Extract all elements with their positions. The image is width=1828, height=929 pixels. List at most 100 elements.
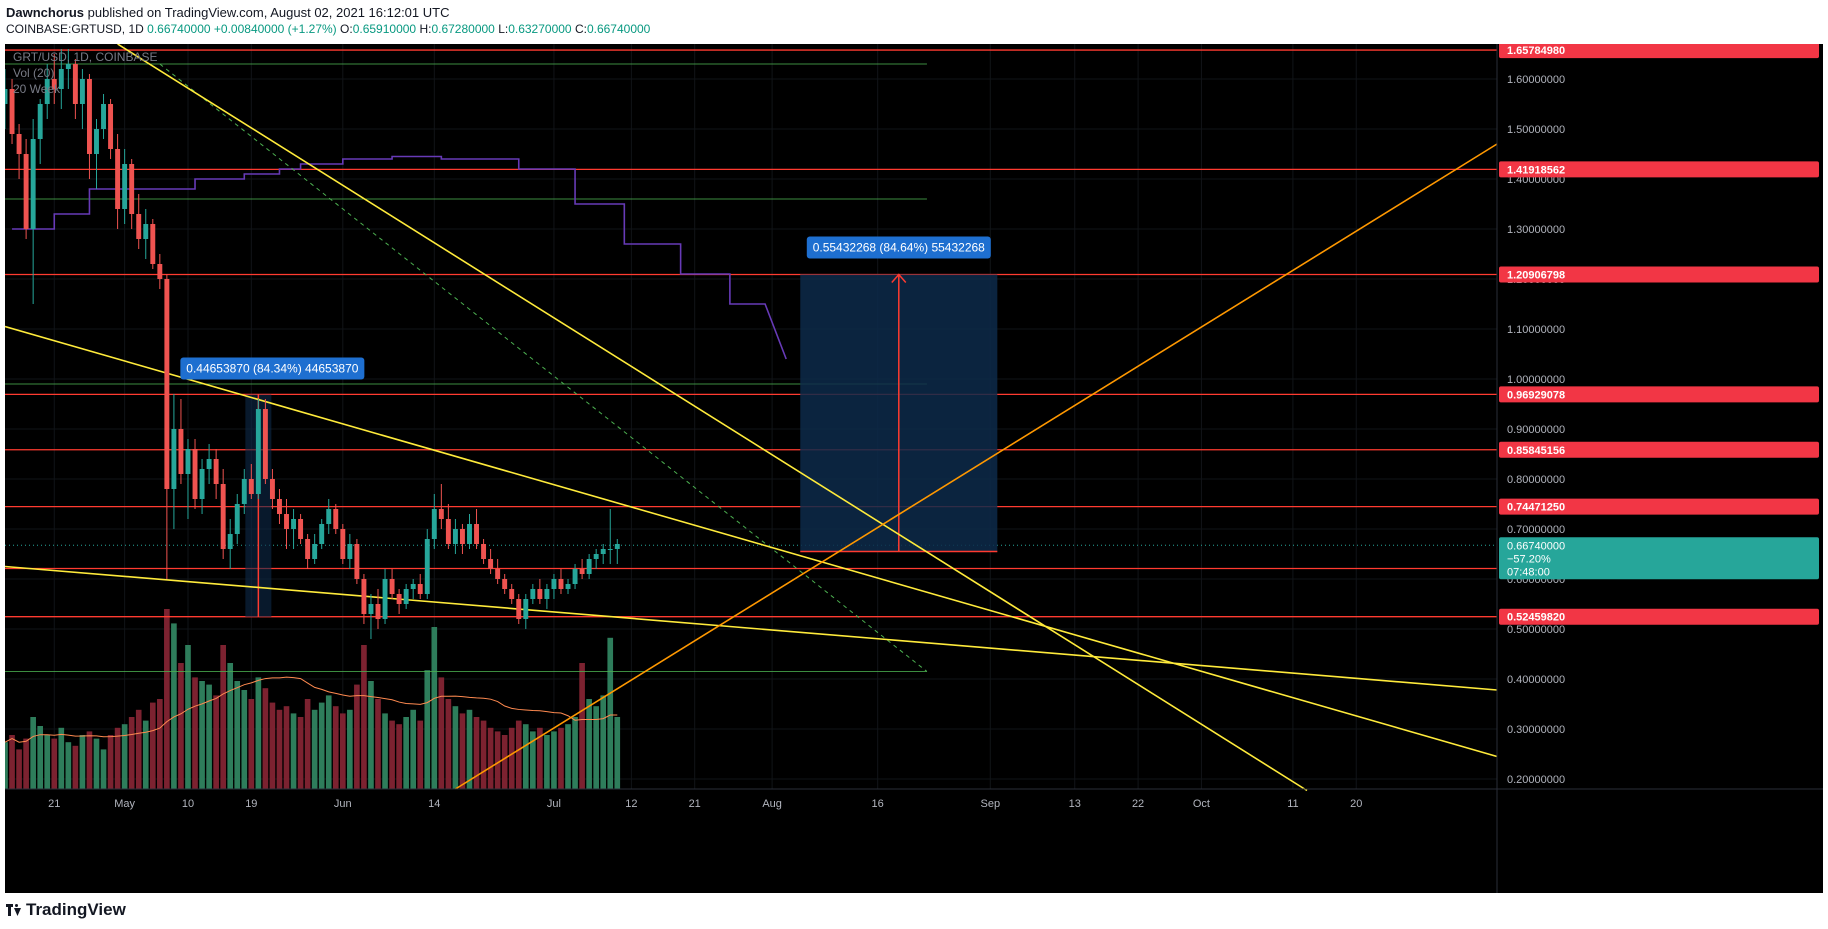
legend-volume: Vol (20)	[13, 66, 54, 80]
candle-body	[178, 429, 184, 474]
volume-bar	[530, 731, 536, 789]
time-tick-label: Oct	[1193, 798, 1210, 810]
volume-bar	[375, 699, 381, 789]
level-label-bg	[1499, 386, 1819, 403]
volume-bar	[234, 681, 241, 789]
volume-bar	[438, 677, 445, 789]
volume-bar	[192, 677, 198, 789]
candle-body	[150, 224, 156, 264]
volume-bar	[65, 742, 72, 789]
level-label-bg	[1499, 608, 1819, 625]
volume-bar	[600, 695, 607, 789]
volume-bar	[5, 742, 8, 789]
volume-layer	[5, 609, 621, 789]
candle-body	[565, 584, 571, 589]
candle-body	[396, 594, 402, 604]
level-label: 0.85845156	[1507, 445, 1565, 457]
volume-bar	[248, 699, 255, 789]
volume-bar	[30, 717, 36, 789]
volume-bar	[607, 637, 614, 789]
volume-bar	[522, 724, 529, 789]
candle-body	[319, 524, 325, 544]
time-tick-label: 21	[48, 798, 60, 810]
candle-body	[86, 79, 92, 154]
time-tick-label: 11	[1287, 798, 1298, 810]
current-price-countdown: 07:48:00	[1507, 566, 1550, 578]
volume-bar	[276, 709, 283, 789]
volume-bar	[157, 699, 163, 789]
volume-bar	[16, 749, 22, 789]
candle-body	[431, 509, 437, 539]
volume-bar	[178, 663, 184, 789]
trendline-orange	[454, 143, 1498, 790]
legend-ma: 20 Week	[13, 82, 61, 96]
volume-bar	[473, 717, 480, 789]
level-label: 1.41918562	[1507, 164, 1565, 176]
candle-body	[382, 579, 388, 619]
time-tick-label: 19	[245, 798, 257, 810]
candle-body	[51, 79, 57, 89]
candle-body	[164, 279, 170, 489]
level-label-bg	[1499, 266, 1819, 283]
volume-bar	[579, 663, 585, 789]
candle-body	[101, 104, 106, 129]
time-tick-label: 20	[1350, 798, 1362, 810]
volume-bar	[354, 684, 360, 789]
trendline-yellow	[117, 44, 1308, 792]
chart-legend: GRT/USD, 1D, COINBASE Vol (20) 20 Week	[13, 50, 157, 96]
trendline-layer	[5, 44, 1498, 792]
high-label: H:	[419, 22, 432, 36]
price-tick-label: 0.30000000	[1507, 724, 1565, 736]
ma-20-week-line	[12, 155, 787, 360]
price-value: 0.66740000	[147, 22, 211, 36]
level-label: 1.65784980	[1507, 45, 1565, 57]
author-name[interactable]: Dawnchorus	[6, 5, 85, 20]
measure-layer	[245, 273, 998, 617]
volume-bar	[311, 709, 318, 789]
candle-body	[199, 469, 205, 499]
volume-bar	[44, 735, 51, 789]
publish-info: published on TradingView.com, August 02,…	[87, 5, 450, 20]
candle-body	[58, 69, 64, 89]
candle-body	[417, 584, 423, 594]
candle-body	[600, 549, 606, 554]
candle-body	[129, 164, 135, 214]
volume-bar	[551, 731, 557, 789]
volume-bar	[614, 717, 621, 789]
trendline-yellow	[5, 325, 1498, 758]
candle-body	[579, 569, 585, 574]
candle-body	[488, 559, 494, 569]
volume-bar	[304, 699, 311, 789]
tradingview-logo-icon	[6, 904, 22, 916]
candle-body	[326, 509, 332, 524]
candle-body	[424, 539, 430, 594]
volume-bar	[121, 724, 128, 789]
volume-bar	[114, 727, 121, 789]
candle-body	[558, 579, 564, 589]
close-label: C:	[574, 22, 587, 36]
candle-body	[262, 409, 268, 479]
volume-bar	[107, 735, 114, 789]
level-label: 0.52459820	[1507, 612, 1565, 624]
volume-bar	[86, 731, 93, 789]
volume-bar	[93, 738, 100, 789]
volume-bar	[558, 727, 564, 789]
tradingview-logo[interactable]: TradingView	[6, 900, 126, 920]
price-chart[interactable]: 1.600000001.500000001.400000001.30000000…	[5, 44, 1823, 893]
candle-body	[340, 529, 346, 559]
volume-bar	[487, 727, 494, 789]
volume-bar	[164, 609, 170, 789]
level-label: 0.74471250	[1507, 502, 1565, 514]
current-price-label-bg	[1499, 537, 1819, 580]
volume-bar	[171, 623, 177, 789]
ma-layer	[12, 155, 787, 360]
candle-body	[23, 154, 29, 229]
volume-bar	[51, 738, 58, 789]
candle-body	[593, 554, 599, 559]
candle-layer	[5, 49, 620, 639]
trendline-yellow	[5, 565, 1498, 691]
candle-body	[220, 484, 226, 549]
candle-body	[347, 544, 353, 559]
price-tick-label: 0.90000000	[1507, 424, 1565, 436]
volume-bar	[262, 688, 269, 789]
